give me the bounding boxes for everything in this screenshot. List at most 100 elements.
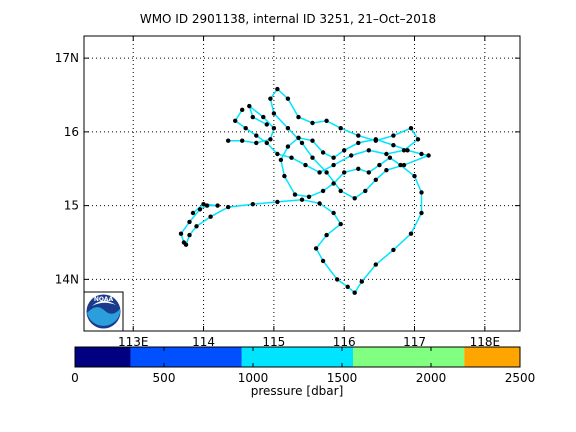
- colorbar-segment: [130, 347, 242, 367]
- float-position-point: [190, 210, 196, 216]
- colorbar-tick-label: 0: [71, 371, 79, 385]
- colorbar-segment: [241, 347, 354, 367]
- float-position-point: [345, 284, 350, 289]
- float-position-point: [197, 207, 203, 212]
- float-position-point: [373, 138, 378, 143]
- colorbar-tick-label: 1000: [238, 371, 269, 385]
- colorbar: [75, 347, 520, 367]
- axis-ticks: [84, 36, 520, 331]
- float-position-point: [261, 114, 266, 120]
- float-position-point: [250, 114, 255, 120]
- colorbar-segment: [353, 347, 465, 367]
- float-position-point: [226, 204, 231, 210]
- float-track-line: [185, 87, 432, 294]
- colorbar-tick-label: 2500: [505, 371, 536, 385]
- float-position-point: [356, 133, 361, 138]
- float-position-point: [335, 277, 340, 282]
- marker-layer: [178, 86, 431, 295]
- x-tick-labels: 113E 114 115 116 117 118E: [118, 335, 500, 349]
- float-position-point: [317, 201, 322, 206]
- float-position-point: [352, 196, 357, 201]
- float-position-point: [419, 151, 424, 157]
- float-position-point: [387, 155, 393, 160]
- x-tick-label: 118E: [470, 335, 501, 349]
- float-position-point: [296, 114, 301, 120]
- float-position-point: [282, 173, 287, 179]
- float-position-point: [331, 210, 336, 216]
- float-position-point: [352, 290, 357, 295]
- float-position-point: [215, 203, 220, 208]
- float-position-point: [377, 162, 382, 168]
- logo-wave: [87, 307, 120, 326]
- float-position-point: [264, 140, 269, 146]
- float-position-point: [303, 162, 308, 168]
- float-position-point: [419, 210, 424, 216]
- float-position-point: [254, 140, 259, 146]
- float-position-point: [342, 170, 347, 175]
- float-position-point: [317, 170, 322, 175]
- float-position-point: [426, 153, 431, 158]
- float-position-point: [401, 162, 407, 168]
- float-position-point: [359, 279, 364, 284]
- float-position-point: [415, 137, 421, 142]
- float-position-point: [408, 126, 414, 131]
- float-position-point: [240, 138, 245, 143]
- float-position-point: [178, 231, 184, 236]
- float-position-point: [292, 192, 298, 197]
- float-position-point: [275, 86, 280, 92]
- float-position-point: [324, 232, 329, 238]
- float-position-point: [268, 137, 273, 142]
- float-position-point: [310, 120, 315, 126]
- float-position-point: [296, 135, 301, 140]
- float-position-point: [278, 157, 284, 163]
- float-position-point: [194, 224, 199, 229]
- float-position-point: [384, 151, 389, 157]
- float-position-point: [412, 173, 417, 179]
- float-position-point: [373, 262, 378, 267]
- float-position-point: [264, 122, 269, 127]
- y-tick-label: 17N: [55, 51, 79, 65]
- float-position-point: [271, 111, 277, 116]
- x-tick-label: 113E: [118, 335, 149, 349]
- colorbar-segment: [75, 347, 131, 367]
- float-position-point: [204, 203, 210, 208]
- float-position-point: [419, 190, 424, 195]
- float-position-point: [243, 126, 248, 131]
- float-position-point: [299, 197, 305, 202]
- float-position-point: [275, 199, 280, 205]
- float-position-point: [233, 118, 238, 124]
- float-position-point: [289, 155, 294, 160]
- float-position-point: [391, 133, 396, 138]
- float-position-point: [240, 107, 245, 113]
- x-tick-label: 114: [192, 335, 215, 349]
- float-position-point: [401, 148, 407, 153]
- colorbar-frame: [74, 346, 521, 368]
- float-position-point: [306, 194, 312, 199]
- float-position-point: [226, 138, 231, 143]
- float-position-point: [247, 103, 252, 109]
- float-position-point: [324, 118, 329, 124]
- float-position-point: [275, 151, 280, 157]
- float-position-point: [398, 162, 403, 168]
- float-position-point: [366, 148, 371, 153]
- float-position-point: [285, 144, 291, 149]
- y-tick-label: 14N: [55, 272, 79, 286]
- float-position-point: [391, 143, 396, 148]
- x-tick-label: 115: [262, 335, 285, 349]
- grid-layer: [84, 36, 520, 331]
- float-position-point: [349, 153, 354, 158]
- float-position-point: [363, 188, 368, 194]
- y-tick-labels: 14N 15 16 17N: [55, 51, 79, 286]
- float-position-point: [310, 155, 315, 160]
- float-position-point: [384, 168, 389, 173]
- float-position-point: [324, 170, 329, 175]
- colorbar-label: pressure [dbar]: [251, 384, 344, 398]
- track-layer: [180, 87, 432, 294]
- x-tick-label: 117: [403, 335, 426, 349]
- logo-text: NOAA: [94, 296, 114, 303]
- float-position-point: [320, 258, 326, 264]
- float-position-point: [366, 170, 371, 175]
- float-position-point: [310, 138, 315, 143]
